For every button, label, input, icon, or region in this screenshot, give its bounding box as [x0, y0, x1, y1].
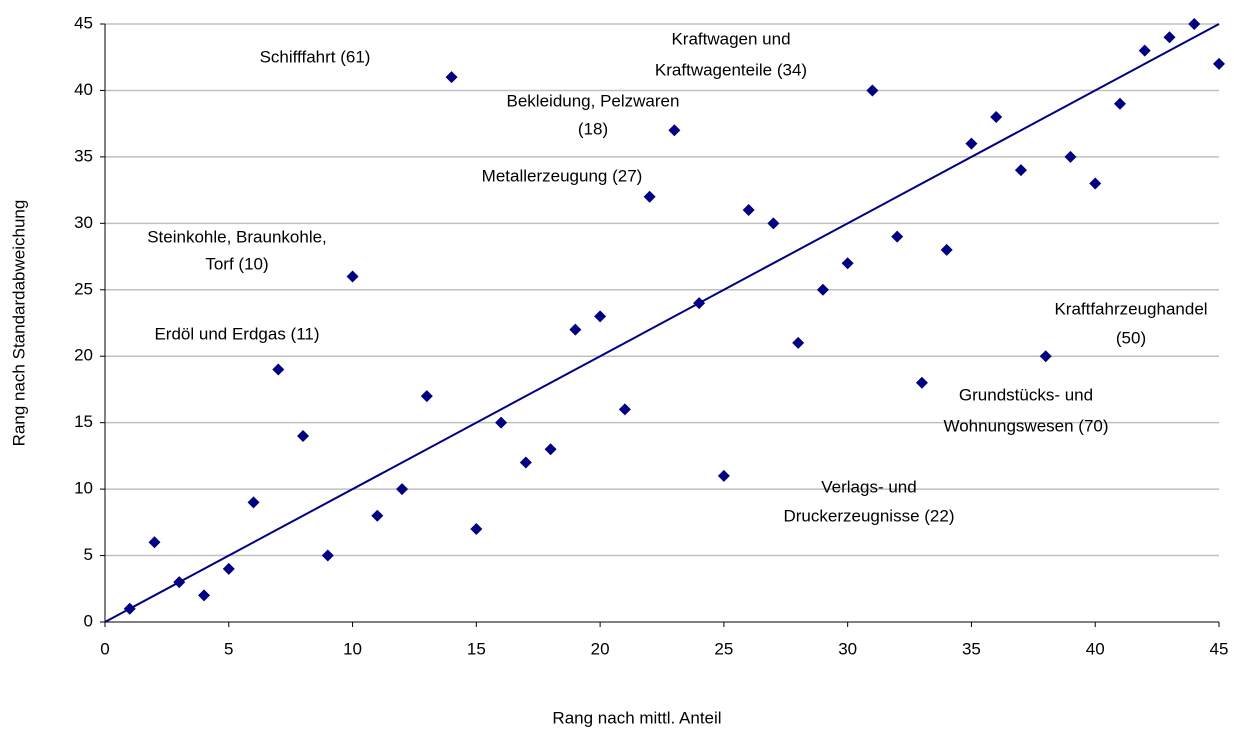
annotation: Verlags- und [821, 477, 916, 496]
point [792, 336, 805, 349]
x-tick-label: 45 [1210, 639, 1229, 658]
point [396, 483, 409, 496]
point [495, 416, 508, 429]
point [173, 576, 186, 589]
x-axis-label: Rang nach mittl. Anteil [552, 708, 721, 727]
annotation: Grundstücks- und [959, 385, 1093, 404]
point [891, 230, 904, 243]
y-axis-label: Rang nach Standardabweichung [9, 200, 28, 447]
y-tick-label: 40 [74, 80, 93, 99]
point [866, 84, 879, 97]
x-tick-label: 10 [343, 639, 362, 658]
point [915, 376, 928, 389]
x-tick-label: 25 [714, 639, 733, 658]
point [420, 390, 433, 403]
y-tick-label: 15 [74, 412, 93, 431]
point [321, 549, 334, 562]
point [1138, 44, 1151, 57]
point [222, 562, 235, 575]
point [940, 243, 953, 256]
annotation: Druckerzeugnisse (22) [783, 506, 954, 525]
point [1163, 31, 1176, 44]
point [594, 310, 607, 323]
x-tick-label: 0 [100, 639, 109, 658]
point [272, 363, 285, 376]
y-tick-label: 35 [74, 146, 93, 165]
point [569, 323, 582, 336]
annotation: Metallerzeugung (27) [482, 166, 643, 185]
y-tick-label: 0 [84, 611, 93, 630]
point [668, 124, 681, 137]
y-tick-label: 10 [74, 479, 93, 498]
annotation: Kraftwagenteile (34) [655, 60, 807, 79]
point [841, 257, 854, 270]
point [247, 496, 260, 509]
x-tick-label: 20 [591, 639, 610, 658]
point [990, 111, 1003, 124]
point [470, 522, 483, 535]
annotation: Bekleidung, Pelzwaren [507, 91, 680, 110]
point [1064, 150, 1077, 163]
point [445, 71, 458, 84]
y-tick-label: 20 [74, 346, 93, 365]
annotation: Erdöl und Erdgas (11) [154, 324, 319, 343]
point [1039, 350, 1052, 363]
point [346, 270, 359, 283]
annotation: (50) [1116, 328, 1146, 347]
point [1089, 177, 1102, 190]
point [123, 602, 136, 615]
y-tick-label: 30 [74, 213, 93, 232]
point [618, 403, 631, 416]
point [767, 217, 780, 230]
y-tick-label: 25 [74, 279, 93, 298]
point [1014, 164, 1027, 177]
point [148, 536, 161, 549]
point [297, 429, 310, 442]
point [643, 190, 656, 203]
point [693, 297, 706, 310]
annotation: Steinkohle, Braunkohle, [147, 227, 327, 246]
point [965, 137, 978, 150]
annotation: Wohnungswesen (70) [943, 416, 1108, 435]
annotation: Kraftwagen und [671, 29, 790, 48]
x-tick-label: 15 [467, 639, 486, 658]
point [742, 204, 755, 217]
y-tick-label: 45 [74, 13, 93, 32]
x-tick-label: 30 [838, 639, 857, 658]
y-tick-label: 5 [84, 545, 93, 564]
x-tick-label: 40 [1086, 639, 1105, 658]
point [371, 509, 384, 522]
point [544, 443, 557, 456]
point [816, 283, 829, 296]
annotation: Torf (10) [205, 254, 268, 273]
x-tick-label: 5 [224, 639, 233, 658]
point [1213, 57, 1225, 70]
point [519, 456, 532, 469]
annotation: Kraftfahrzeughandel [1054, 299, 1207, 318]
point [1188, 18, 1201, 30]
point [717, 469, 730, 482]
point [198, 589, 211, 602]
reference-line [104, 23, 1220, 623]
x-tick-label: 35 [962, 639, 981, 658]
annotation: (18) [578, 119, 608, 138]
annotation: Schifffahrt (61) [260, 47, 371, 66]
point [1113, 97, 1126, 110]
